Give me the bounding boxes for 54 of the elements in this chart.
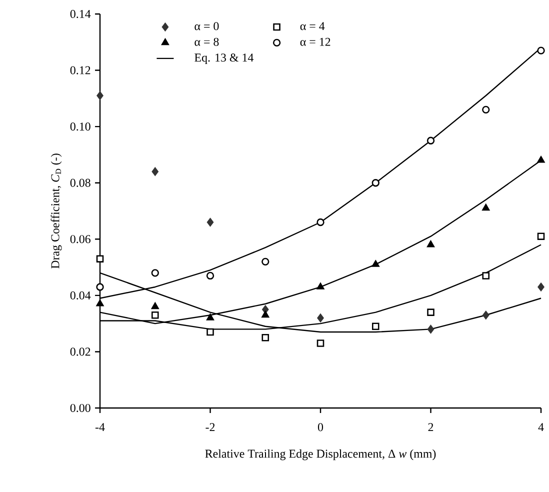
y-tick-label: 0.10 bbox=[70, 122, 90, 131]
y-axis-title: Drag Coefficient, C$_{D}$ (-) bbox=[50, 154, 62, 268]
point bbox=[96, 283, 104, 291]
point bbox=[151, 311, 159, 319]
point bbox=[152, 167, 158, 176]
point bbox=[96, 91, 104, 100]
point bbox=[372, 322, 380, 330]
y-tick-label: 0.00 bbox=[70, 404, 90, 412]
point bbox=[206, 272, 214, 280]
point bbox=[96, 255, 104, 262]
point bbox=[372, 179, 380, 187]
point bbox=[262, 258, 270, 266]
x-tick-label: 0 bbox=[318, 423, 324, 432]
x-tick-label: -2 bbox=[206, 423, 215, 432]
y-tick-label: 0.08 bbox=[70, 178, 90, 187]
point bbox=[537, 46, 545, 54]
x-tick-label: 4 bbox=[538, 423, 544, 432]
point bbox=[316, 340, 324, 347]
point bbox=[482, 106, 490, 114]
point bbox=[482, 204, 490, 211]
point bbox=[537, 156, 545, 163]
y-tick-label: 0.04 bbox=[70, 291, 91, 300]
y-tick-label: 0.02 bbox=[70, 348, 90, 356]
point bbox=[262, 310, 270, 318]
point bbox=[151, 302, 159, 310]
point bbox=[482, 310, 490, 320]
x-axis-title: Relative Trailing Edge Displacement, Δ w (mm) bbox=[205, 449, 436, 460]
point bbox=[317, 314, 324, 322]
point bbox=[427, 324, 434, 334]
point bbox=[427, 240, 435, 248]
legend-label: α = 12 bbox=[300, 38, 330, 46]
point bbox=[316, 218, 324, 226]
point bbox=[206, 328, 214, 336]
point bbox=[206, 314, 214, 320]
point bbox=[151, 269, 159, 277]
point bbox=[372, 260, 380, 267]
y-tick-label: 0.12 bbox=[70, 66, 90, 74]
point bbox=[426, 136, 435, 144]
point bbox=[427, 308, 434, 316]
point bbox=[538, 282, 544, 292]
x-tick-label: -4 bbox=[95, 423, 105, 432]
legend-label: α = 8 bbox=[194, 38, 219, 46]
legend-label: α = 0 bbox=[194, 22, 219, 30]
point bbox=[482, 272, 490, 280]
legend-label: α = 4 bbox=[300, 22, 325, 30]
x-tick-label: 2 bbox=[428, 423, 434, 432]
legend-label: Eq. 13 & 14 bbox=[194, 54, 254, 64]
point bbox=[206, 218, 214, 226]
point bbox=[316, 282, 324, 290]
point bbox=[262, 334, 270, 342]
y-tick-label: 0.06 bbox=[70, 235, 90, 244]
y-tick-label: 0.14 bbox=[70, 10, 91, 18]
point bbox=[537, 232, 545, 240]
point bbox=[96, 300, 104, 306]
